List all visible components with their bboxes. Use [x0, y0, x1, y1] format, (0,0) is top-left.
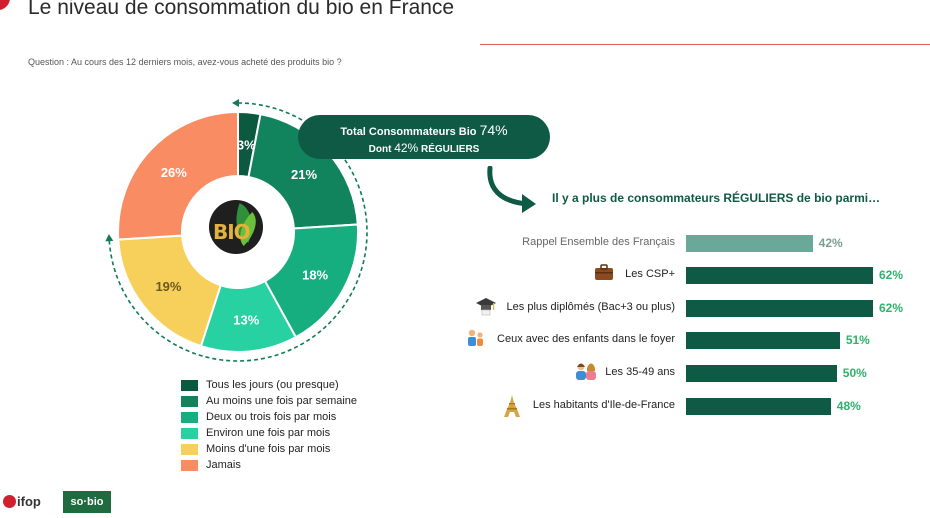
legend-label: Environ une fois par mois	[206, 427, 331, 439]
eiffel-tower-icon	[501, 394, 523, 423]
ifop-logo-text: ifop	[17, 494, 41, 509]
arc-arrowhead	[232, 99, 239, 107]
donut-slice	[117, 110, 239, 241]
legend-label: Jamais	[206, 459, 241, 471]
sobio-logo: so·bio	[63, 491, 111, 513]
callout-line-total: Total Consommateurs Bio 74%	[298, 122, 550, 138]
bar	[686, 267, 873, 284]
bar-value-label: 48%	[836, 399, 861, 413]
bar-category-label: Ceux avec des enfants dans le foyer	[497, 333, 675, 345]
donut-legend: Tous les jours (ou presque) Au moins une …	[181, 377, 357, 473]
bar-value-label: 62%	[879, 301, 904, 315]
legend-item: Tous les jours (ou presque)	[181, 377, 357, 393]
legend-swatch	[181, 427, 198, 439]
legend-swatch	[181, 379, 198, 391]
title-divider	[480, 44, 930, 45]
slice-value-label: 21%	[291, 167, 317, 182]
callout-regular-prefix: Dont	[368, 144, 392, 155]
legend-item: Environ une fois par mois	[181, 425, 357, 441]
bar-category-label: Les 35-49 ans	[605, 366, 675, 378]
bar	[686, 398, 831, 415]
legend-swatch	[181, 459, 198, 471]
bar-category-label: Les plus diplômés (Bac+3 ou plus)	[506, 301, 675, 313]
slice-value-label: 19%	[155, 279, 181, 294]
legend-swatch	[181, 395, 198, 407]
survey-question: Question : Au cours des 12 derniers mois…	[28, 57, 342, 67]
legend-item: Jamais	[181, 457, 357, 473]
bar-category-label: Les habitants d'Ile-de-France	[532, 399, 675, 411]
ifop-logo: ifop	[3, 494, 41, 509]
bar	[686, 365, 837, 382]
brand-dot	[0, 0, 10, 10]
legend-swatch	[181, 411, 198, 423]
callout-regular-value: 42%	[394, 141, 419, 155]
family-icon	[465, 328, 487, 353]
bar-category-label: Rappel Ensemble des Français	[522, 236, 675, 248]
legend-item: Deux ou trois fois par mois	[181, 409, 357, 425]
callout-line-regular: Dont 42% RÉGULIERS	[298, 141, 550, 155]
bar-value-label: 50%	[842, 366, 867, 380]
bar	[686, 332, 840, 349]
bar-value-label: 62%	[879, 268, 904, 282]
slice-value-label: 13%	[233, 313, 259, 328]
briefcase-icon	[593, 263, 615, 286]
legend-item: Moins d'une fois par mois	[181, 441, 357, 457]
legend-label: Deux ou trois fois par mois	[206, 411, 337, 423]
slice-value-label: 3%	[237, 137, 256, 152]
legend-item: Au moins une fois par semaine	[181, 393, 357, 409]
legend-label: Au moins une fois par semaine	[206, 395, 358, 407]
curved-arrow-icon	[487, 166, 536, 213]
bar-category-label: Les CSP+	[625, 268, 675, 280]
page-title: Le niveau de consommation du bio en Fran…	[28, 0, 455, 19]
donut-slice	[117, 234, 222, 348]
couple-icon	[573, 361, 599, 386]
bars-subheading: Il y a plus de consommateurs RÉGULIERS d…	[552, 191, 881, 205]
bar-value-label: 51%	[845, 333, 870, 347]
legend-label: Moins d'une fois par mois	[206, 443, 331, 455]
callout-regular-suffix: RÉGULIERS	[421, 144, 480, 155]
legend-label: Tous les jours (ou presque)	[206, 379, 339, 391]
arc-arrowhead	[105, 234, 114, 242]
ifop-dot-icon	[3, 495, 16, 508]
callout-total-value: 74%	[479, 122, 508, 138]
bar	[686, 235, 813, 252]
bar	[686, 300, 873, 317]
slice-value-label: 26%	[161, 165, 187, 180]
callout-total-label: Total Consommateurs Bio	[340, 126, 477, 138]
graduation-cap-icon	[475, 296, 497, 321]
bio-logo: BIO	[209, 200, 263, 254]
bio-logo-text: BIO	[213, 220, 251, 244]
legend-swatch	[181, 443, 198, 455]
slice-value-label: 18%	[302, 267, 328, 282]
total-callout: Total Consommateurs Bio 74% Dont 42% RÉG…	[298, 115, 550, 159]
bar-value-label: 42%	[818, 236, 843, 250]
